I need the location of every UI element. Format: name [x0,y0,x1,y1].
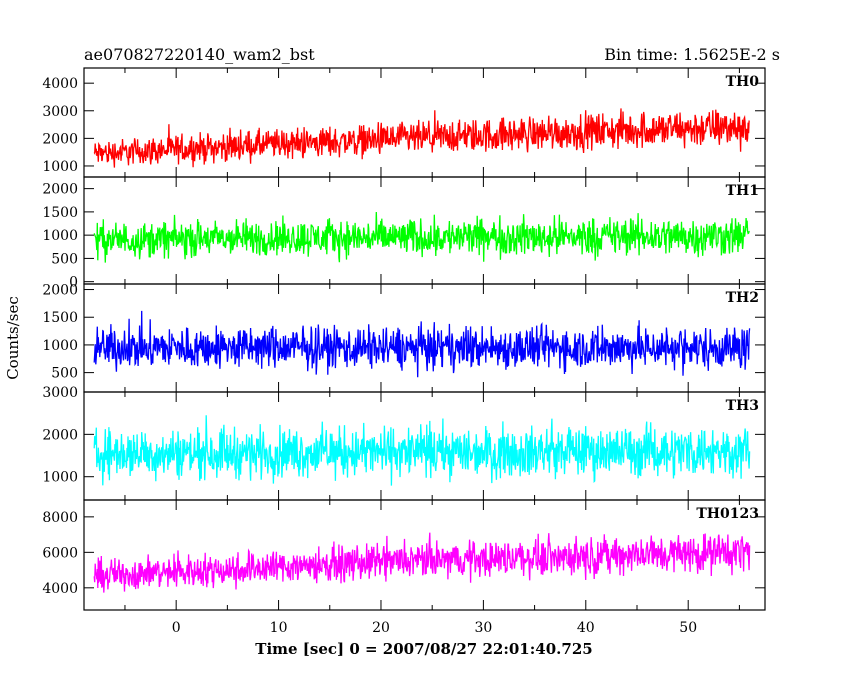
y-tick-label-th0: 4000 [42,76,78,92]
y-tick-label-th0123: 8000 [42,510,78,526]
trace-th0 [93,108,750,168]
y-tick-label-th2: 1000 [42,338,78,354]
y-axis-label: Counts/sec [4,296,22,380]
panel-label-th1: TH1 [726,183,759,199]
x-tick-label: 20 [372,620,390,636]
x-tick-label: 30 [474,620,492,636]
x-tick-label: 40 [577,620,595,636]
panel-frame-th0123 [83,499,766,611]
y-tick-label-th1: 500 [51,251,78,267]
y-tick-label-th2: 2000 [42,283,78,299]
bin-time-label: Bin time: 1.5625E-2 s [604,45,780,64]
x-tick-label: 10 [270,620,288,636]
y-tick-label-th3: 3000 [42,385,78,401]
trace-th1 [93,211,750,263]
trace-th3 [93,415,751,486]
y-tick-label-th2: 1500 [42,310,78,326]
panel-label-th0: TH0 [726,74,760,90]
panel-label-th0123: TH0123 [696,506,759,522]
y-tick-label-th1: 1500 [42,205,78,221]
y-tick-label-th0: 2000 [42,131,78,147]
y-tick-label-th0: 3000 [42,104,78,120]
trace-th0123 [93,532,751,593]
chart-title: ae070827220140_wam2_bst [84,45,315,64]
y-tick-label-th3: 2000 [42,427,78,443]
y-tick-label-th3: 1000 [42,470,78,486]
x-tick-label: 0 [172,620,181,636]
y-tick-label-th1: 0 [69,275,78,291]
x-tick-label: 50 [679,620,697,636]
x-axis-label: Time [sec] 0 = 2007/08/27 22:01:40.725 [255,640,592,658]
panel-label-th2: TH2 [726,290,759,306]
y-tick-label-th0: 1000 [42,159,78,175]
trace-th2 [93,310,751,378]
panel-label-th3: TH3 [726,398,759,414]
y-tick-label-th0123: 4000 [42,581,78,597]
y-tick-label-th0123: 6000 [42,545,78,561]
y-tick-label-th1: 2000 [42,182,78,198]
y-tick-label-th2: 500 [51,366,78,382]
y-tick-label-th1: 1000 [42,228,78,244]
